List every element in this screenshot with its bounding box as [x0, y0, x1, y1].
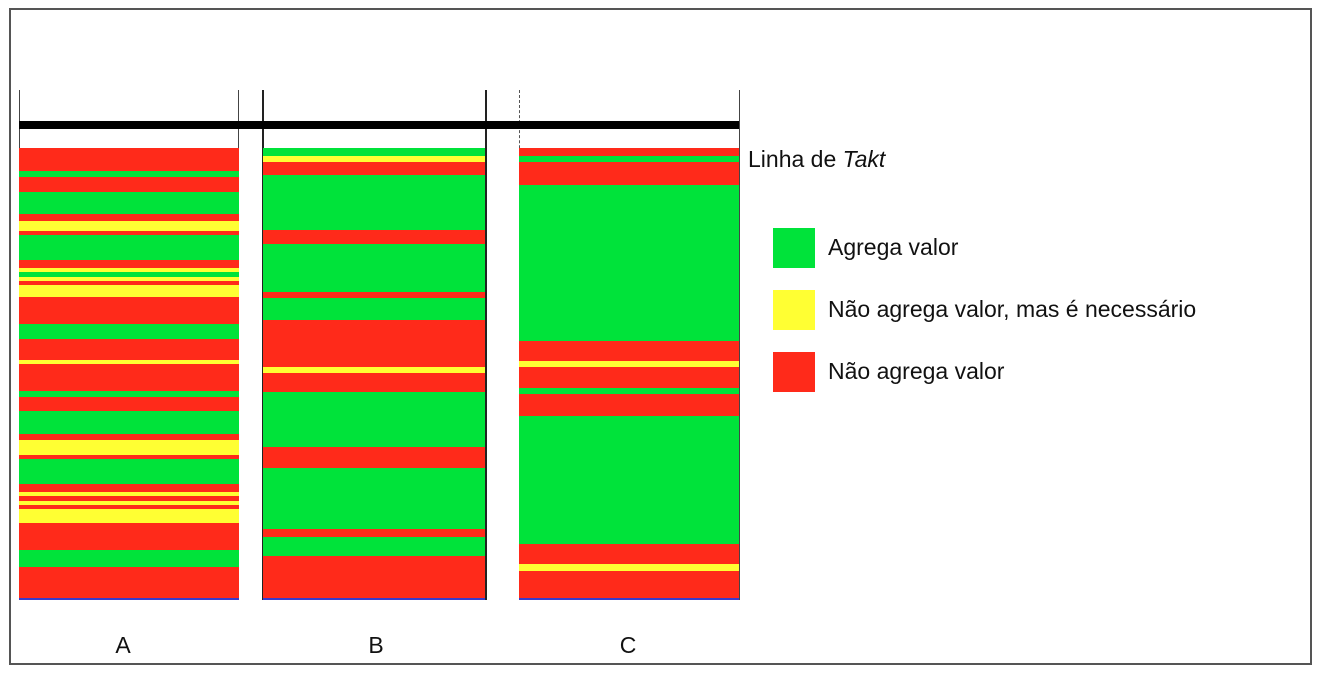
non-value-band	[263, 528, 485, 537]
non-value-band	[19, 177, 239, 193]
necessary-band	[19, 440, 239, 456]
non-value-band	[263, 161, 485, 176]
column-a-bar	[19, 148, 239, 600]
takt-line	[19, 121, 739, 129]
value-adding-band	[19, 272, 239, 278]
value-adding-band	[19, 550, 239, 568]
necessary-band	[19, 359, 239, 365]
non-value-band	[519, 341, 739, 362]
column-label-b: B	[368, 632, 384, 658]
non-value-band	[19, 230, 239, 236]
column-label-c: C	[619, 632, 637, 658]
value-adding-band	[263, 175, 485, 231]
value-adding-band	[263, 148, 485, 157]
non-value-band	[19, 338, 239, 361]
value-adding-band	[263, 298, 485, 321]
non-value-band	[19, 523, 239, 551]
non-value-band	[19, 396, 239, 412]
non-value-band	[19, 483, 239, 493]
non-value-band	[263, 319, 485, 368]
value-adding-band	[19, 170, 239, 178]
non-value-band	[519, 544, 739, 565]
value-adding-band	[19, 324, 239, 340]
non-value-band	[19, 504, 239, 510]
legend-swatch-yellow	[773, 290, 815, 330]
value-adding-band	[19, 411, 239, 435]
necessary-band	[519, 564, 739, 572]
non-value-band	[519, 148, 739, 157]
value-adding-band	[263, 468, 485, 530]
non-value-band	[19, 566, 239, 598]
value-adding-band	[19, 191, 239, 215]
column-c-right-edge	[739, 90, 740, 600]
necessary-band	[263, 366, 485, 373]
necessary-band	[19, 508, 239, 524]
value-adding-band	[519, 184, 739, 342]
legend-label: Agrega valor	[828, 234, 959, 260]
value-adding-band	[519, 416, 739, 545]
column-label-a: A	[115, 632, 131, 658]
value-adding-band	[263, 536, 485, 557]
non-value-band	[519, 393, 739, 417]
non-value-band	[263, 446, 485, 469]
legend-label: Não agrega valor	[828, 358, 1005, 384]
column-b-right-edge	[485, 90, 487, 600]
necessary-band	[519, 361, 739, 368]
necessary-band	[19, 220, 239, 232]
column-c-bar	[519, 148, 739, 600]
necessary-band	[19, 284, 239, 298]
value-adding-band	[519, 387, 739, 395]
non-value-band	[19, 363, 239, 392]
non-value-band	[19, 297, 239, 325]
value-adding-band	[519, 156, 739, 163]
takt-line-label: Linha de Takt	[748, 146, 886, 172]
necessary-band	[19, 268, 239, 273]
legend-swatch-red	[773, 352, 815, 392]
value-adding-band	[19, 459, 239, 485]
legend-swatch-green	[773, 228, 815, 268]
necessary-band	[19, 492, 239, 497]
non-value-band	[519, 162, 739, 186]
non-value-band	[263, 229, 485, 245]
column-b-bar	[263, 148, 485, 600]
non-value-band	[519, 367, 739, 389]
non-value-band	[19, 454, 239, 460]
non-value-band	[263, 292, 485, 299]
non-value-band	[19, 214, 239, 222]
necessary-band	[19, 500, 239, 506]
value-adding-band	[263, 243, 485, 293]
legend-label: Não agrega valor, mas é necessário	[828, 296, 1197, 322]
non-value-band	[19, 148, 239, 172]
necessary-band	[263, 155, 485, 163]
value-adding-band	[19, 390, 239, 398]
non-value-band	[19, 496, 239, 502]
non-value-band	[519, 570, 739, 598]
value-adding-band	[19, 235, 239, 261]
non-value-band	[19, 280, 239, 286]
necessary-band	[19, 276, 239, 282]
non-value-band	[263, 372, 485, 393]
non-value-band	[19, 434, 239, 441]
non-value-band	[19, 259, 239, 269]
value-adding-band	[263, 392, 485, 448]
non-value-band	[263, 556, 485, 598]
